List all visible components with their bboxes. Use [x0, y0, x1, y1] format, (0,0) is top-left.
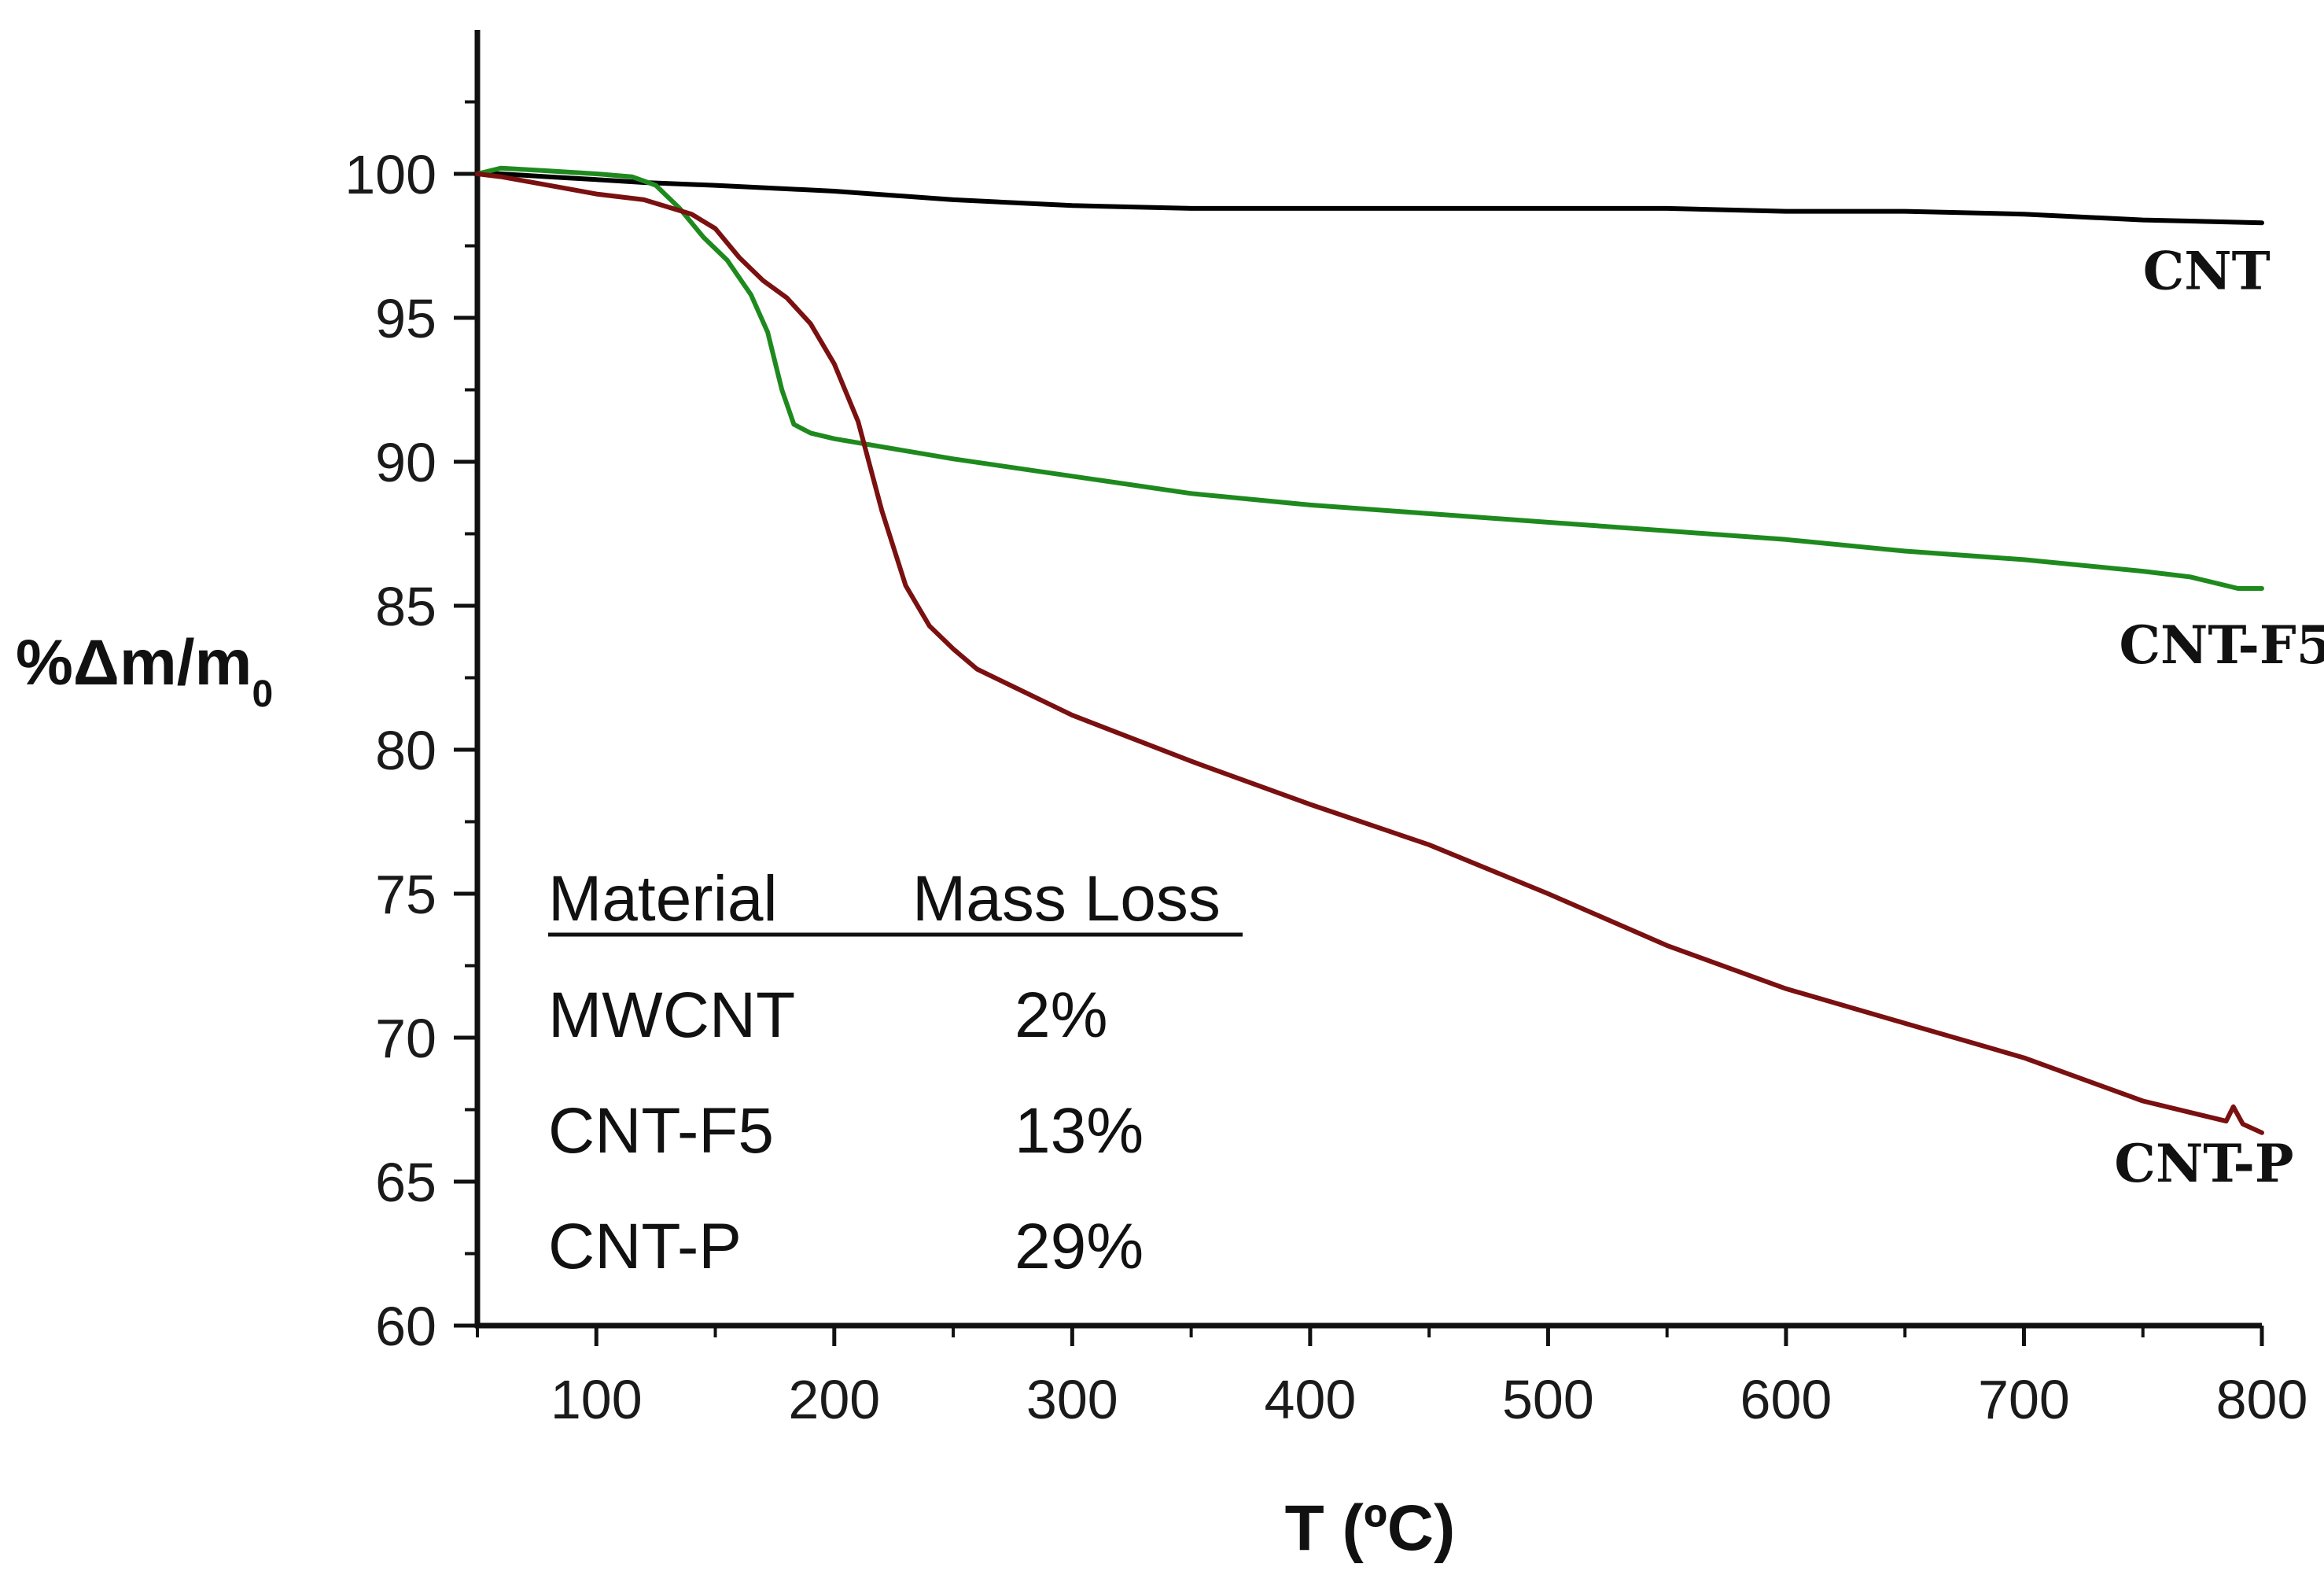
table-cell-material: MWCNT: [548, 979, 795, 1051]
series-lines: CNT CNT-F5 CNT-P: [475, 165, 2324, 1194]
table-cell-mass-loss: 13%: [1015, 1095, 1144, 1167]
y-tick-label: 80: [375, 720, 436, 781]
mass-loss-table: Material Mass Loss MWCNT 2% CNT-F5 13% C…: [548, 863, 1243, 1282]
y-tick-label: 85: [375, 576, 436, 637]
y-axis-title: %Δm/m0: [16, 627, 273, 715]
table-cell-material: CNT-P: [548, 1211, 742, 1282]
y-tick-label: 95: [375, 288, 436, 349]
x-axis-title: T (ºC): [1285, 1492, 1456, 1564]
table-header-material: Material: [548, 863, 778, 935]
x-tick-label: 800: [2216, 1369, 2308, 1430]
y-tick-label: 60: [375, 1296, 436, 1357]
y-tick-label: 90: [375, 432, 436, 493]
series-line-cnt: [475, 172, 2264, 226]
table-cell-material: CNT-F5: [548, 1095, 774, 1167]
y-axis-title-delta: Δ: [73, 627, 120, 699]
table-header-mass-loss: Mass Loss: [912, 863, 1221, 935]
series-label-cnt: CNT: [2143, 240, 2271, 301]
series-line-cnt-p: [475, 172, 2264, 1135]
x-tick-label: 700: [1978, 1369, 2070, 1430]
x-tick-label: 500: [1502, 1369, 1594, 1430]
x-tick-label: 600: [1740, 1369, 1832, 1430]
y-axis-title-prefix: %: [16, 627, 73, 699]
x-tick-label: 200: [788, 1369, 880, 1430]
x-tick-label: 300: [1026, 1369, 1118, 1430]
axis-ticks: 100 200 300 400 500 600 700 800 60 65 70 75 80 85 90 95…: [344, 100, 2308, 1430]
y-tick-label: 100: [344, 144, 436, 205]
series-line-cnt-f5: [475, 165, 2264, 591]
table-cell-mass-loss: 2%: [1015, 979, 1108, 1051]
y-axis-title-main: m/m: [120, 627, 252, 699]
y-tick-label: 75: [375, 864, 436, 925]
y-axis-title-subscript: 0: [252, 673, 273, 715]
series-label-cnt-f5: CNT-F5: [2119, 614, 2324, 676]
y-tick-label: 65: [375, 1152, 436, 1213]
table-cell-mass-loss: 29%: [1015, 1211, 1144, 1282]
y-tick-label: 70: [375, 1008, 436, 1069]
series-label-cnt-p: CNT-P: [2114, 1133, 2293, 1194]
x-tick-label: 400: [1264, 1369, 1356, 1430]
x-tick-label: 100: [551, 1369, 643, 1430]
